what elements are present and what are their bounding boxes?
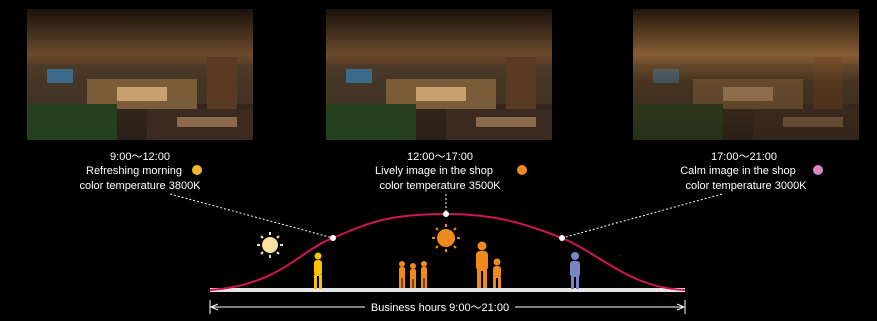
curve-point [330, 235, 336, 241]
curve-point [559, 235, 565, 241]
business-hours: Business hours 9:00〜21:00 [371, 302, 509, 314]
color-dot [813, 165, 823, 175]
panel-time: 17:00〜21:00 [711, 151, 777, 163]
panel-color-temperature: color temperature 3800K [79, 180, 201, 192]
people-morning [314, 253, 322, 290]
sun-morning [257, 232, 283, 258]
photo-afternoon [326, 9, 552, 140]
curve-point [443, 211, 449, 217]
light-curve [210, 214, 685, 290]
panel-description: Refreshing morning [86, 165, 182, 177]
people-evening [570, 252, 580, 289]
panel-color-temperature: color temperature 3500K [379, 180, 501, 192]
color-dot [517, 165, 527, 175]
photo-morning [27, 9, 253, 140]
diagram: 9:00〜12:00 Refreshing morning color temp… [0, 0, 877, 316]
color-dot [192, 165, 202, 175]
photo-evening [633, 9, 859, 140]
sun-noon [432, 224, 460, 252]
panel-color-temperature: color temperature 3000K [685, 180, 807, 192]
panel-time: 12:00〜17:00 [407, 151, 473, 163]
ground [210, 288, 685, 292]
panel-description: Lively image in the shop [375, 165, 493, 177]
panel-description: Calm image in the shop [680, 165, 796, 177]
moon [608, 238, 624, 256]
panel-time: 9:00〜12:00 [110, 151, 170, 163]
people-noon [399, 242, 501, 289]
